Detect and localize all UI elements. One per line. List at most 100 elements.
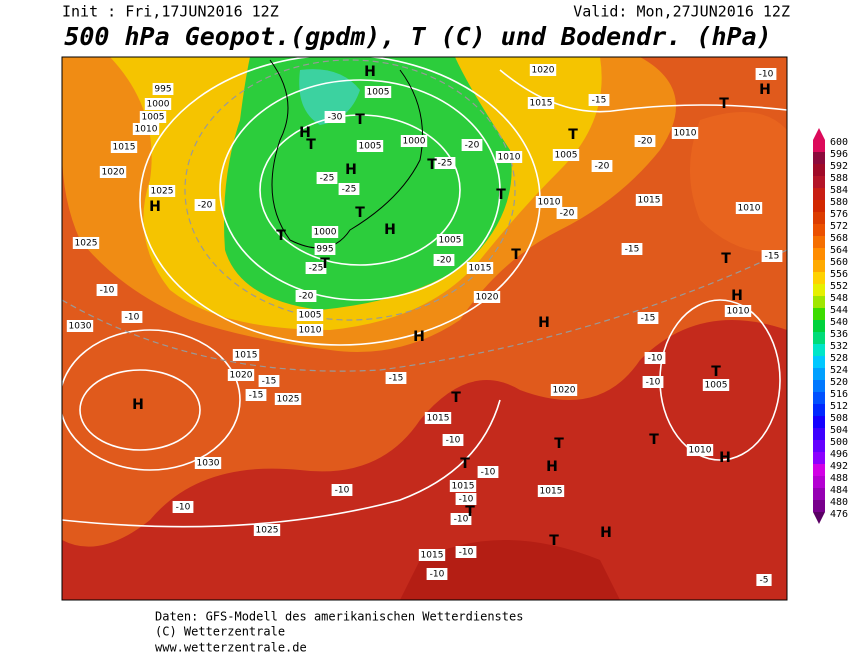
isobar-label-box (535, 196, 563, 208)
isobar-label: 1005 (555, 151, 578, 161)
colorbar-label: 560 (830, 257, 848, 268)
colorbar-label: 528 (830, 353, 848, 364)
isobar-label: 1025 (256, 526, 279, 536)
colorbar-swatch (813, 212, 825, 224)
temperature-label-box (556, 207, 578, 219)
pressure-center: H (538, 315, 550, 331)
colorbar-swatch (813, 236, 825, 248)
temperature-label: -25 (320, 174, 335, 184)
isobar-label: 1005 (367, 88, 390, 98)
isobar-label: 1015 (421, 551, 444, 561)
isobar-label: 995 (316, 245, 333, 255)
colorbar-label: 552 (830, 281, 848, 292)
isobar-label-box (436, 234, 464, 246)
pressure-center: T (355, 205, 365, 221)
isobar-label-box (152, 83, 174, 95)
pressure-center: T (276, 228, 286, 244)
isobar-label: 1005 (359, 142, 382, 152)
isobar-label-box (253, 524, 281, 536)
temperature-label: -10 (335, 486, 350, 496)
footer-source: Daten: GFS-Modell des amerikanischen Wet… (155, 610, 523, 624)
isobar-label: 1020 (553, 386, 576, 396)
temperature-label: -15 (592, 96, 607, 106)
pressure-center: H (345, 162, 357, 178)
colorbar-label: 492 (830, 461, 848, 472)
isobar-label-box (227, 369, 255, 381)
pressure-center: T (355, 112, 365, 128)
colorbar-swatch (813, 248, 825, 260)
isobar-label: 1030 (197, 459, 220, 469)
pressure-center: H (364, 64, 376, 80)
temperature-label-box (637, 312, 659, 324)
pressure-center: T (306, 137, 316, 153)
pressure-center: T (511, 247, 521, 263)
isobar-label: 1030 (69, 322, 92, 332)
isobar-label: 1015 (452, 482, 475, 492)
isobar-label-box (529, 64, 557, 76)
isobar-label-box (72, 237, 100, 249)
colorbar-swatch (813, 368, 825, 380)
pressure-center: T (320, 256, 330, 272)
colorbar-swatch (813, 152, 825, 164)
temperature-label: -10 (430, 570, 445, 580)
temperature-label: -15 (262, 377, 277, 387)
colorbar-swatch (813, 272, 825, 284)
isobar-label-box (735, 202, 763, 214)
colorbar-swatch (813, 308, 825, 320)
pressure-center: H (413, 329, 425, 345)
isobar-label-box (148, 185, 176, 197)
isobar-label: 1015 (427, 414, 450, 424)
temperature-label: -10 (100, 286, 115, 296)
temperature-label: -10 (459, 548, 474, 558)
colorbar-label: 500 (830, 437, 848, 448)
pressure-center: T (649, 432, 659, 448)
colorbar-label: 532 (830, 341, 848, 352)
isobar-label-box (311, 226, 339, 238)
temperature-label: -10 (459, 495, 474, 505)
colorbar-swatch (813, 284, 825, 296)
temperature-label-box (305, 262, 327, 274)
temperature-label: -10 (176, 503, 191, 513)
isobar-label: 1015 (113, 143, 136, 153)
colorbar-swatch (813, 320, 825, 332)
temperature-label: -15 (625, 245, 640, 255)
colorbar-label: 568 (830, 233, 848, 244)
pressure-center: T (549, 533, 559, 549)
colorbar-swatch (813, 428, 825, 440)
isobar-label-box (702, 379, 730, 391)
colorbar-swatch (813, 440, 825, 452)
isobar-label-box (356, 140, 384, 152)
isobar-label-box (296, 309, 324, 321)
isobar-label: 1015 (540, 487, 563, 497)
colorbar-swatch (813, 176, 825, 188)
colorbar-swatch (813, 512, 825, 524)
isobar-label-box (66, 320, 94, 332)
temperature-label: -25 (342, 185, 357, 195)
temperature-label-box (434, 157, 456, 169)
valid-time: Valid: Mon,27JUN2016 12Z (573, 3, 790, 21)
isobar-label: 1010 (498, 153, 521, 163)
colorbar-swatch (813, 128, 825, 152)
isobar-label-box (418, 549, 446, 561)
map-field (62, 57, 787, 600)
colorbar-label: 524 (830, 365, 848, 376)
temperature-label-box (121, 311, 143, 323)
isobar-label: 995 (154, 85, 171, 95)
colorbar-label: 596 (830, 149, 848, 160)
footer-url: www.wetterzentrale.de (155, 641, 307, 655)
temperature-label: -10 (481, 468, 496, 478)
temperature-label: -10 (648, 354, 663, 364)
temperature-label: -20 (299, 292, 314, 302)
isobar-label-box (132, 123, 160, 135)
isobar-label-box (552, 149, 580, 161)
isobar-label-box (424, 412, 452, 424)
isobar-label: 1010 (738, 204, 761, 214)
temperature-label: -25 (438, 159, 453, 169)
isobar-label-box (296, 324, 324, 336)
isobar-label-box (495, 151, 523, 163)
colorbar-swatch (813, 380, 825, 392)
pressure-center: H (731, 288, 743, 304)
pressure-center: H (384, 222, 396, 238)
temperature-label: -25 (309, 264, 324, 274)
